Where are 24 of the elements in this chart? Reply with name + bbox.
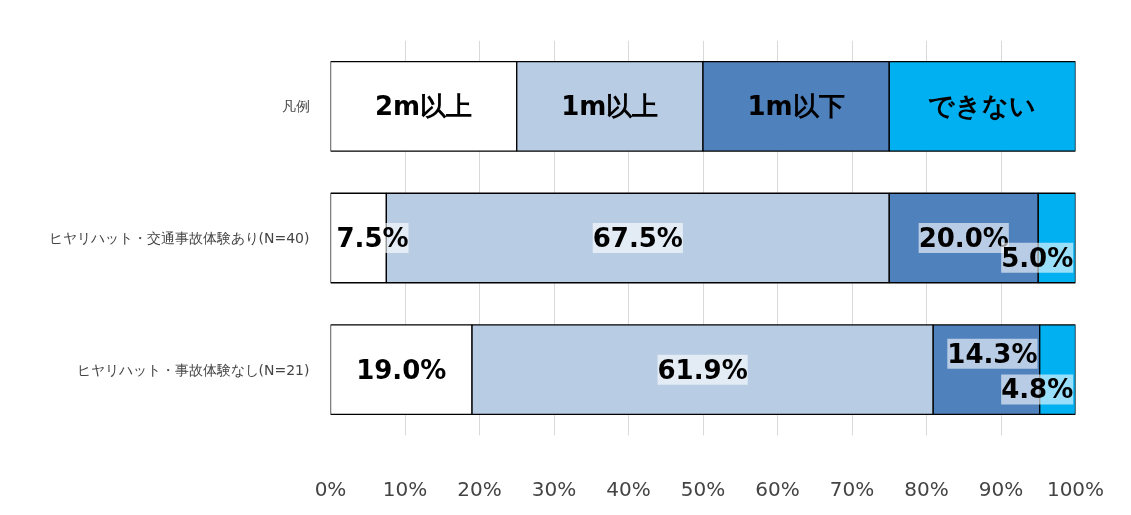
x-tick-label: 80% <box>904 476 949 501</box>
series-label: 2m以上 <box>375 91 473 122</box>
x-tick-label: 10% <box>382 476 428 501</box>
x-tick-label: 0% <box>314 476 347 501</box>
series-label: できない <box>928 91 1037 122</box>
data-label: 4.8% <box>1001 374 1074 405</box>
data-label: 14.3% <box>947 338 1038 369</box>
data-label: 61.9% <box>657 354 748 385</box>
x-tick-label: 30% <box>531 476 577 501</box>
data-label: 19.0% <box>356 354 447 385</box>
y-tick-label: ヒヤリハット・交通事故体験あり(N=40) <box>48 230 310 246</box>
y-tick-label: 凡例 <box>281 98 310 115</box>
x-tick-label: 100% <box>1046 476 1105 501</box>
x-tick-label: 90% <box>978 476 1024 501</box>
x-tick-label: 70% <box>829 476 875 501</box>
x-tick-label: 50% <box>680 476 726 501</box>
series-label: 1m以下 <box>747 91 845 122</box>
data-label: 67.5% <box>592 223 683 253</box>
x-tick-label: 20% <box>457 476 502 501</box>
x-tick-label: 40% <box>606 476 651 501</box>
data-label: 7.5% <box>336 223 409 253</box>
series-label: 1m以上 <box>561 91 659 122</box>
x-tick-label: 60% <box>755 476 800 501</box>
y-tick-label: ヒヤリハット・事故体験なし(N=21) <box>76 361 310 378</box>
